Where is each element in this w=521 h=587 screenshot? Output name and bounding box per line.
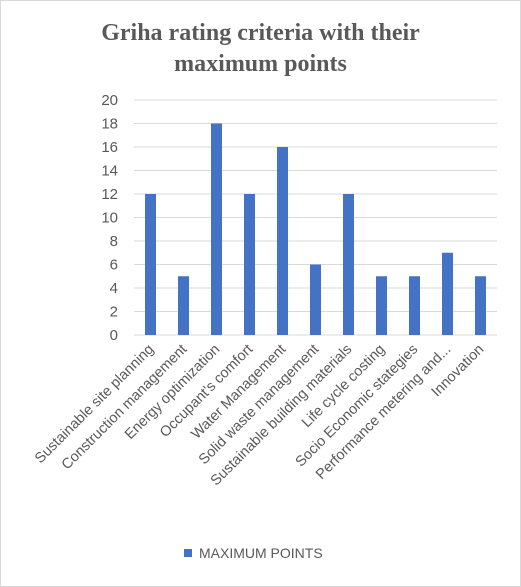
bar-5 — [310, 264, 321, 335]
y-axis-tick-labels: 0 2 4 6 8 10 12 14 16 18 20 — [101, 92, 118, 344]
bar-10 — [475, 276, 486, 335]
y-tick-label-20: 20 — [101, 92, 118, 109]
y-tick-label-0: 0 — [110, 327, 118, 344]
bar-1 — [178, 276, 189, 335]
bar-4 — [277, 147, 288, 335]
bar-6 — [343, 194, 354, 335]
chart-title-line-1: Griha rating criteria with their — [101, 20, 420, 46]
bar-7 — [376, 276, 387, 335]
y-tick-label-2: 2 — [110, 304, 118, 321]
legend: MAXIMUM POINTS — [184, 545, 323, 561]
x-category-label-1: Construction management — [59, 342, 191, 474]
y-tick-label-4: 4 — [110, 280, 118, 297]
chart-title: Griha rating criteria with their maximum… — [0, 18, 521, 80]
chart-title-line-2: maximum points — [174, 51, 347, 77]
bar-2 — [211, 123, 222, 335]
bar-8 — [409, 276, 420, 335]
bar-9 — [442, 252, 453, 335]
y-tick-label-18: 18 — [101, 116, 118, 133]
y-tick-label-10: 10 — [101, 210, 118, 227]
legend-swatch — [184, 549, 192, 557]
y-tick-label-12: 12 — [101, 186, 118, 203]
y-tick-label-14: 14 — [101, 163, 118, 180]
y-tick-label-8: 8 — [110, 233, 118, 250]
legend-label: MAXIMUM POINTS — [199, 545, 323, 561]
y-tick-label-6: 6 — [110, 257, 118, 274]
bar-3 — [244, 194, 255, 335]
y-tick-label-16: 16 — [101, 139, 118, 156]
bar-0 — [145, 194, 156, 335]
bars — [145, 123, 486, 335]
